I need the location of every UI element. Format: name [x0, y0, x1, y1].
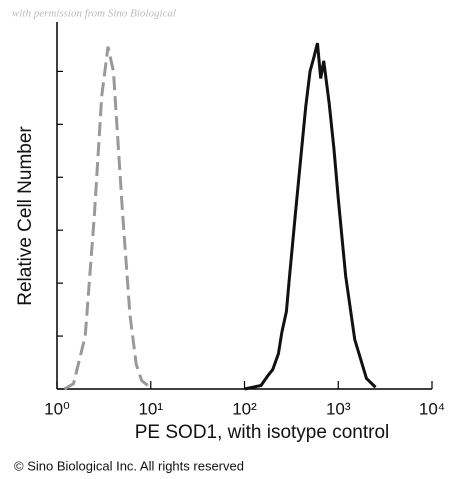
x-tick-label: 10²: [232, 399, 257, 418]
x-tick-label: 10¹: [138, 399, 163, 418]
x-tick-label: 10⁰: [44, 399, 70, 418]
y-axis-title: Relative Cell Number: [15, 126, 36, 306]
x-tick-label: 10³: [326, 399, 351, 418]
footer: © Sino Biological Inc. All rights reserv…: [14, 458, 244, 473]
histogram-line: [63, 46, 152, 391]
x-tick-label: 10⁴: [419, 399, 445, 418]
x-axis-title: PE SOD1, with isotype control: [135, 422, 390, 443]
histogram-line: [244, 42, 377, 391]
watermark: with permission from Sino Biological: [12, 8, 176, 20]
